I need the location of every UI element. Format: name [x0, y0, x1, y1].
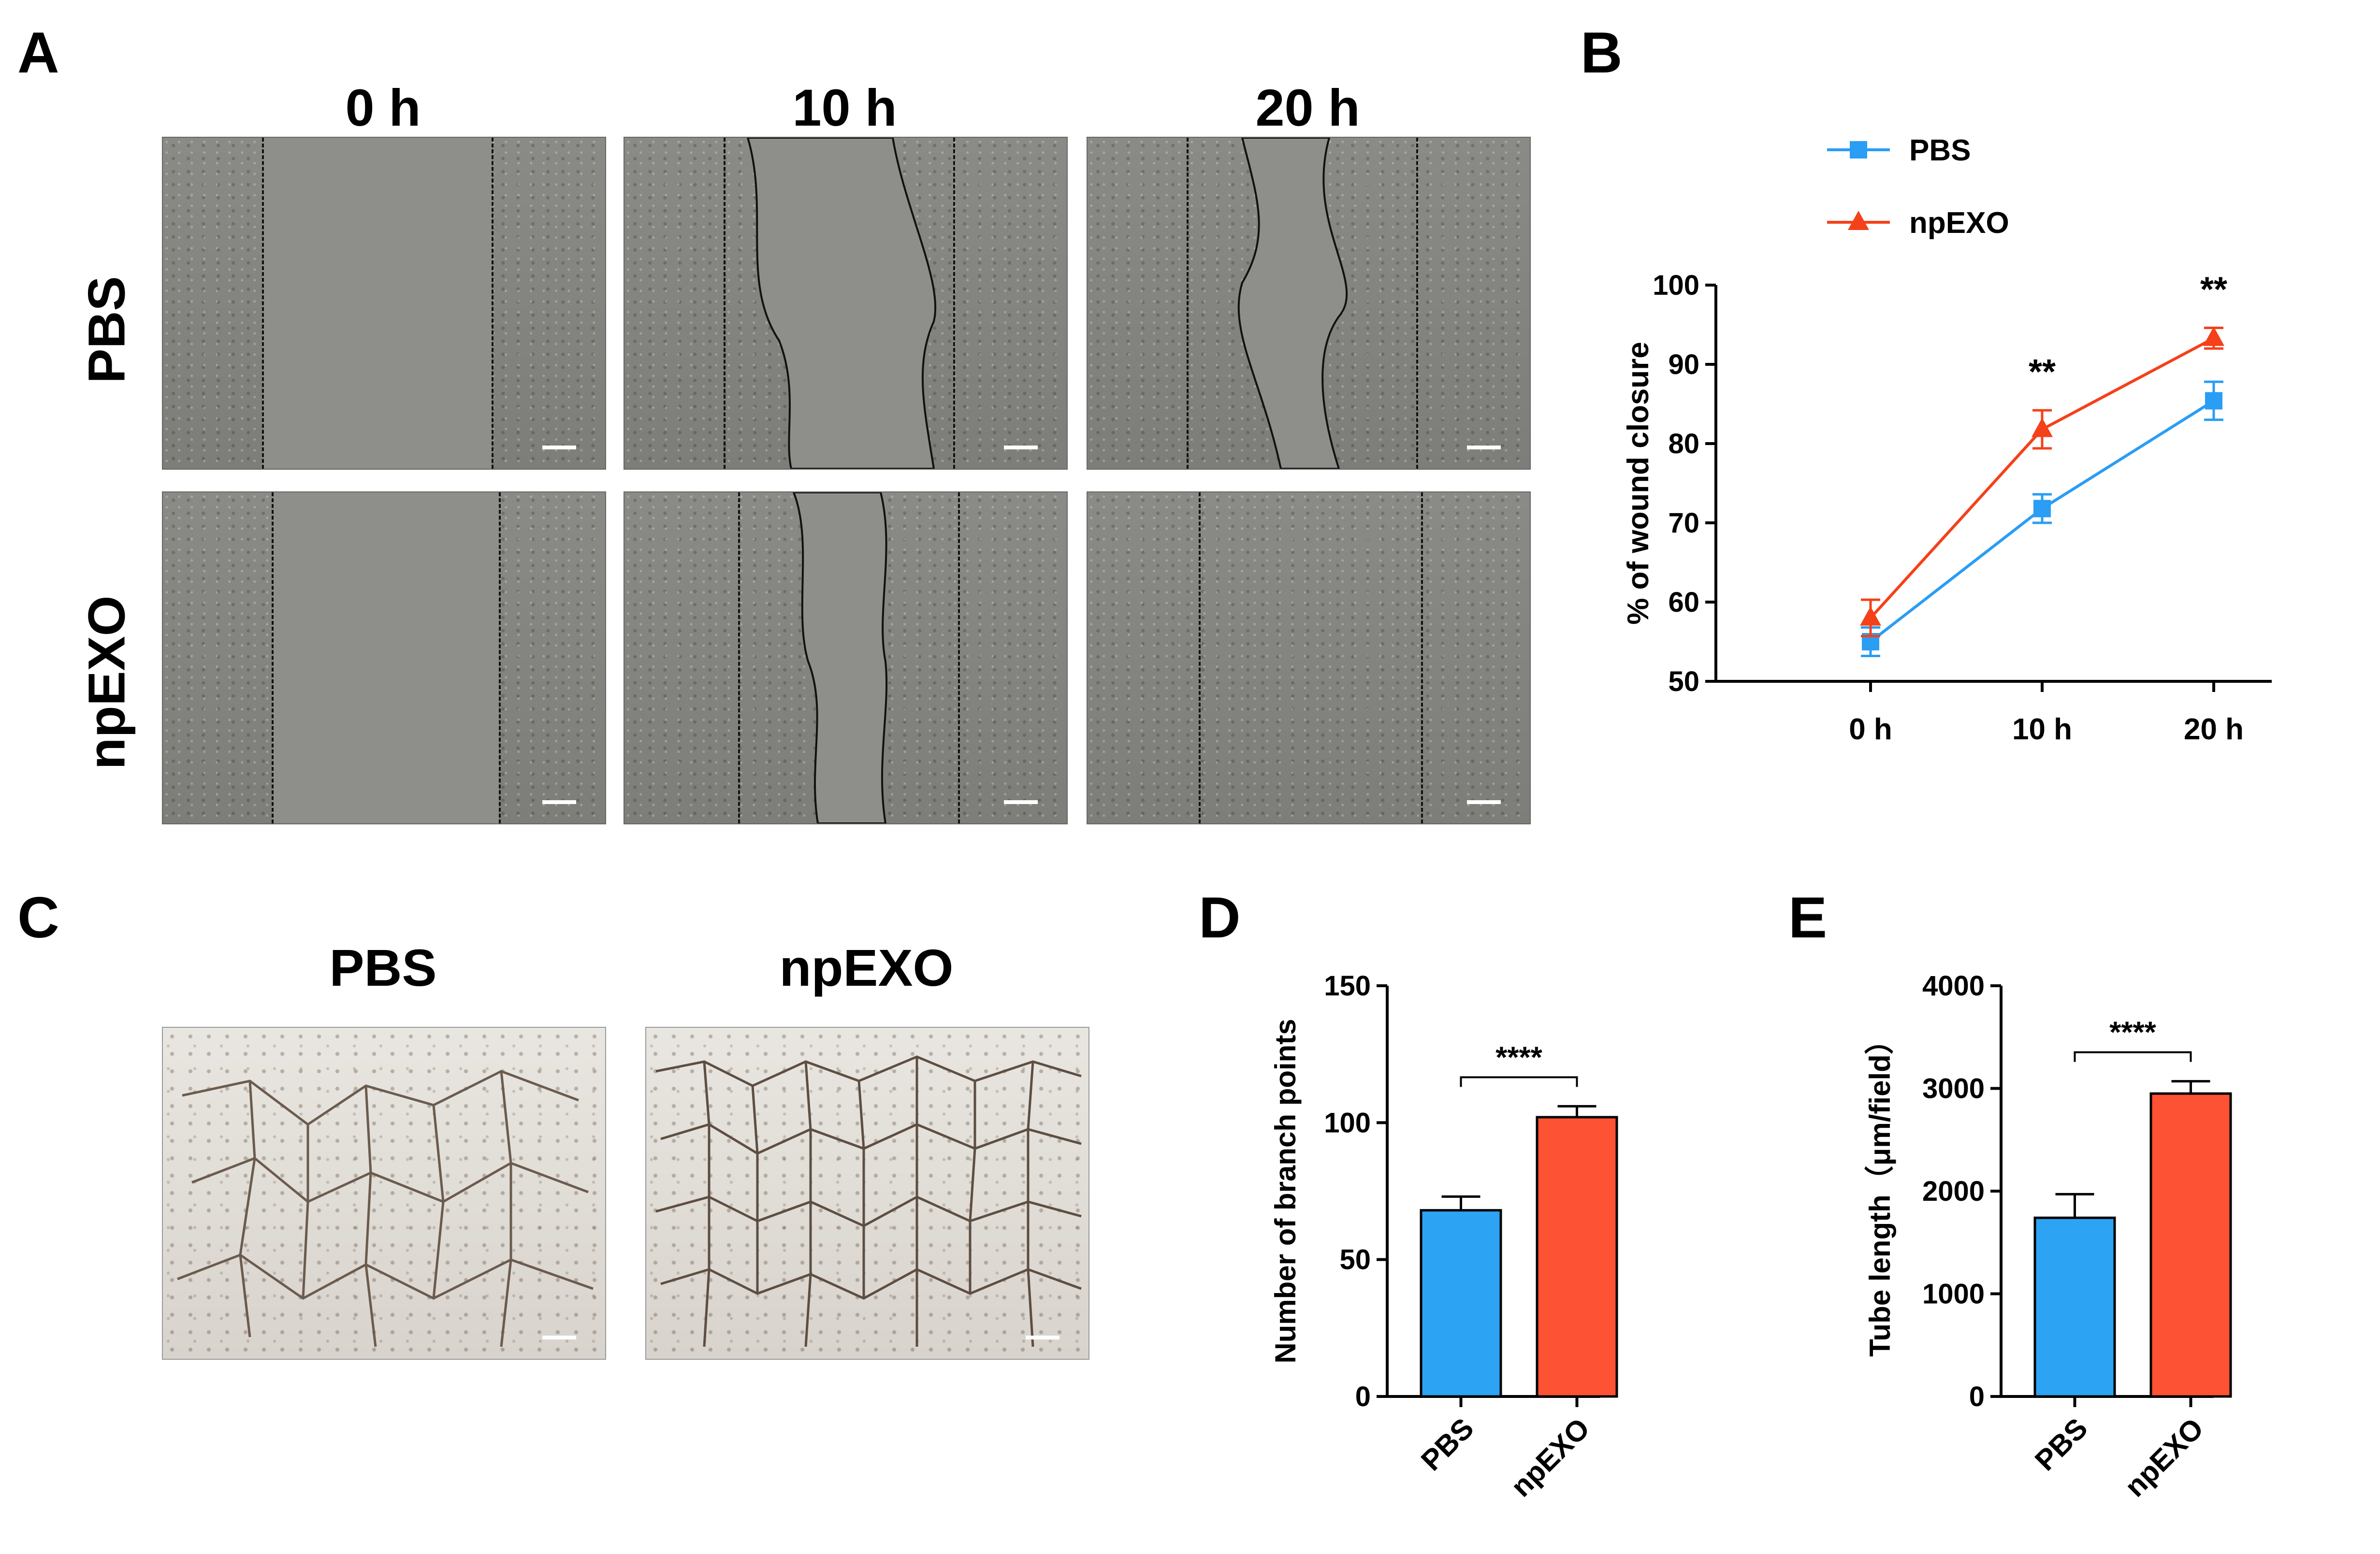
x-tick-label: PBS	[2029, 1412, 2094, 1477]
x-tick-label: 0 h	[1849, 713, 1892, 746]
bar-npexo	[2149, 1092, 2232, 1398]
y-tick-label: 100	[1653, 270, 1699, 301]
x-tick-label: npEXO	[2119, 1412, 2210, 1503]
panel-letter-a: A	[17, 20, 59, 85]
bar-npexo	[1536, 1116, 1618, 1398]
micrograph-pbs-20h	[1087, 137, 1531, 470]
data-point-npexo	[1860, 606, 1881, 626]
significance-label: **	[2029, 353, 2056, 391]
panel-letter-e: E	[1788, 885, 1828, 950]
y-tick-label: 2000	[1922, 1176, 1985, 1207]
data-point-pbs	[2033, 500, 2051, 518]
wound-edge-line	[953, 138, 955, 469]
y-tick-label: 0	[1969, 1381, 1985, 1412]
scale-bar	[542, 446, 576, 449]
micrograph-npexo-0h	[162, 491, 606, 824]
significance-label: ****	[1495, 1041, 1542, 1074]
scale-bar	[1467, 446, 1501, 449]
y-tick-label: 80	[1668, 428, 1699, 460]
wound-edge-line	[738, 492, 740, 823]
y-axis-label: Number of branch points	[1269, 1019, 1302, 1363]
column-title-20h: 20 h	[1255, 78, 1360, 137]
data-point-npexo	[2203, 326, 2224, 346]
data-point-npexo	[2032, 417, 2053, 437]
y-tick-label: 1000	[1922, 1279, 1985, 1310]
tube-formation-image-npexo	[645, 1027, 1089, 1360]
panel-letter-d: D	[1199, 885, 1241, 950]
scale-bar	[542, 1336, 576, 1339]
bar-pbs	[2033, 1216, 2116, 1398]
scale-bar	[1004, 446, 1038, 449]
micrograph-pbs-0h	[162, 137, 606, 470]
bar-chart-branch-points: 0 50 100 150 PBS npEXO **** Number of branch po…	[1269, 970, 1618, 1503]
wound-edge-line	[958, 492, 960, 823]
wound-edge-line	[1416, 138, 1418, 469]
significance-bracket	[1460, 1076, 1578, 1087]
wound-edge-line	[1421, 492, 1423, 823]
wound-edge-line	[724, 138, 726, 469]
wound-edge-line	[272, 492, 274, 823]
bar-chart-tube-length: 0 1000 2000 3000 4000 PBS npEXO **** Tube length…	[1864, 970, 2232, 1503]
data-point-pbs	[2205, 392, 2222, 410]
y-tick-label: 90	[1668, 349, 1699, 380]
scale-bar	[1467, 800, 1501, 804]
y-axis-label: Tube length（μm/field）	[1864, 1025, 1896, 1357]
wound-edge-line	[1199, 492, 1201, 823]
y-tick-label: 150	[1324, 970, 1371, 1002]
wound-edge-line	[262, 138, 264, 469]
row-title-npexo: npEXO	[77, 595, 136, 770]
y-tick-label: 70	[1668, 507, 1699, 539]
legend-label-pbs: PBS	[1909, 134, 1971, 167]
y-tick-label: 3000	[1922, 1073, 1985, 1105]
x-tick-label: 20 h	[2184, 713, 2244, 746]
column-title-pbs-tube: PBS	[329, 938, 437, 997]
legend-marker-pbs	[1850, 141, 1867, 158]
y-tick-label: 60	[1668, 587, 1699, 618]
wound-edge-line	[492, 138, 493, 469]
significance-label: ****	[2109, 1016, 2156, 1050]
significance-bracket	[2074, 1051, 2192, 1062]
y-tick-label: 50	[1668, 666, 1699, 697]
line-chart-wound-closure: 50 60 70 80 90 100 0 h 10 h 20 h % of wound closu…	[1622, 134, 2272, 746]
x-tick-label: PBS	[1415, 1412, 1480, 1477]
y-tick-label: 100	[1324, 1107, 1371, 1138]
row-title-pbs: PBS	[77, 276, 136, 384]
column-title-npexo-tube: npEXO	[779, 938, 954, 997]
legend-marker-npexo	[1848, 211, 1869, 230]
column-title-0h: 0 h	[345, 78, 421, 137]
scale-bar	[1026, 1336, 1059, 1339]
panel-letter-b: B	[1581, 20, 1623, 85]
y-tick-label: 4000	[1922, 970, 1985, 1002]
x-tick-label: npEXO	[1505, 1412, 1596, 1503]
micrograph-pbs-10h	[624, 137, 1068, 470]
scale-bar	[542, 800, 576, 804]
y-tick-label: 0	[1355, 1381, 1371, 1412]
wound-edge-line	[1187, 138, 1189, 469]
scale-bar	[1004, 800, 1038, 804]
significance-label: **	[2200, 271, 2227, 309]
column-title-10h: 10 h	[792, 78, 897, 137]
legend-label-npexo: npEXO	[1909, 206, 2009, 240]
wound-edge-line	[499, 492, 501, 823]
panel-letter-c: C	[17, 885, 59, 950]
x-tick-label: 10 h	[2012, 713, 2072, 746]
y-tick-label: 50	[1339, 1244, 1371, 1276]
micrograph-npexo-20h	[1087, 491, 1531, 824]
bar-pbs	[1420, 1209, 1502, 1398]
tube-formation-image-pbs	[162, 1027, 606, 1360]
y-axis-label: % of wound closure	[1622, 342, 1655, 625]
micrograph-npexo-10h	[624, 491, 1068, 824]
